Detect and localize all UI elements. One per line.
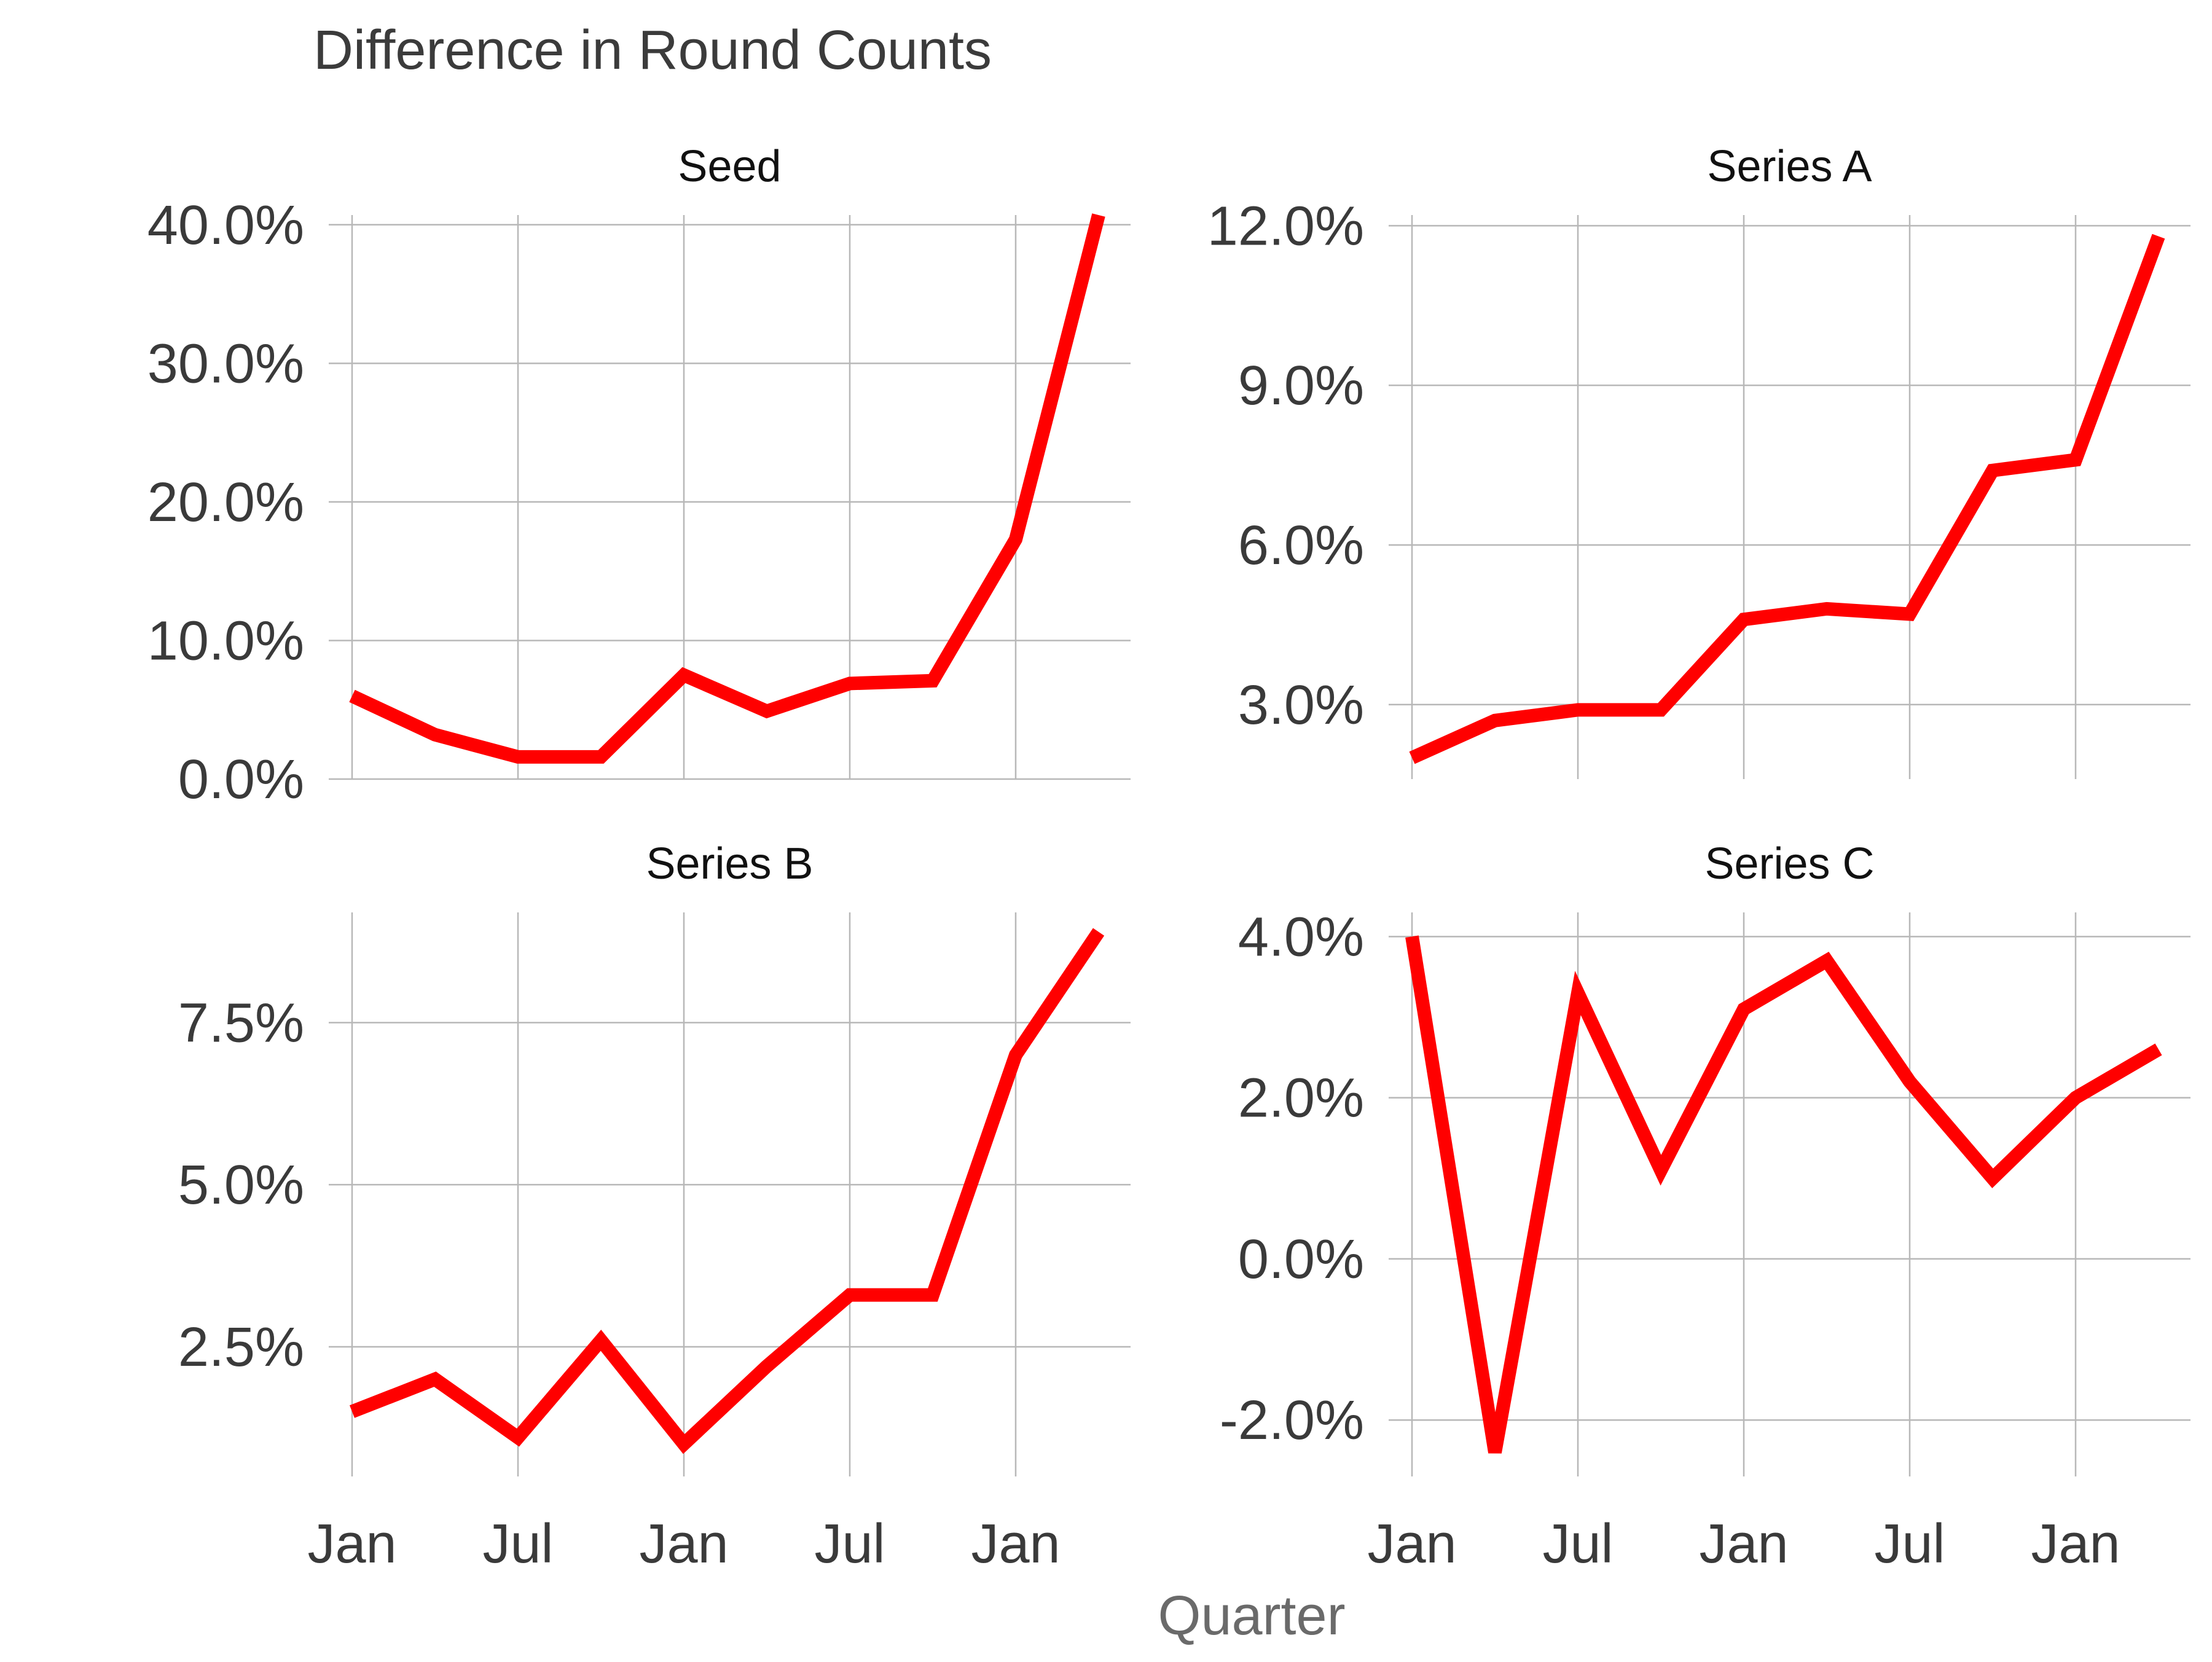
series-line-series-c (1405, 935, 2162, 1454)
x-tick-label: Jan (2031, 1513, 2120, 1575)
x-tick-label: Jul (1874, 1513, 1945, 1575)
y-tick-label: -2.0% (1220, 1390, 1364, 1451)
series-line-series-b (349, 928, 1105, 1454)
y-tick-label: 0.0% (178, 749, 304, 810)
y-tick-label: 20.0% (147, 472, 304, 533)
x-tick-label: Jul (482, 1513, 553, 1575)
facet-panel-series-c: Series C -2.0% 0.0% 2.0% 4.0% Jan Jul Jan Jul Jan (1220, 839, 2190, 1575)
y-tick-label: 12.0% (1207, 195, 1364, 257)
x-tick-label: Jan (1699, 1513, 1788, 1575)
series-line-seed (349, 213, 1105, 764)
facet-title-seed: Seed (678, 142, 781, 191)
y-tick-label: 7.5% (178, 992, 304, 1054)
x-tick-label: Jan (1367, 1513, 1456, 1575)
x-axis-label: Quarter (1158, 1585, 1345, 1647)
x-tick-label: Jul (1542, 1513, 1613, 1575)
x-tick-label: Jul (814, 1513, 885, 1575)
y-tick-label: 9.0% (1238, 355, 1364, 417)
y-tick-label: 2.0% (1238, 1068, 1364, 1129)
facet-panel-seed: Seed 0.0% 10.0% 20.0% 30.0% 40.0% (147, 142, 1131, 810)
chart-title: Difference in Round Counts (313, 20, 992, 81)
facet-title-series-c: Series C (1704, 839, 1874, 888)
facet-title-series-b: Series B (646, 839, 813, 888)
y-tick-label: 2.5% (178, 1317, 304, 1378)
y-tick-label: 6.0% (1238, 515, 1364, 576)
x-tick-label: Jan (639, 1513, 728, 1575)
y-tick-label: 5.0% (178, 1154, 304, 1216)
x-tick-label: Jan (971, 1513, 1060, 1575)
facet-panel-series-a: Series A 3.0% 6.0% 9.0% 12.0% (1207, 142, 2190, 779)
y-tick-label: 4.0% (1238, 906, 1364, 968)
y-tick-label: 3.0% (1238, 675, 1364, 736)
facet-title-series-a: Series A (1707, 142, 1872, 191)
facet-panel-series-b: Series B 2.5% 5.0% 7.5% Jan Jul Jan Jul Jan (178, 839, 1131, 1575)
y-tick-label: 10.0% (147, 610, 304, 672)
series-line-series-a (1409, 233, 2165, 764)
y-tick-label: 40.0% (147, 195, 304, 256)
x-tick-label: Jan (307, 1513, 396, 1575)
y-tick-label: 0.0% (1238, 1229, 1364, 1290)
y-tick-label: 30.0% (147, 333, 304, 394)
